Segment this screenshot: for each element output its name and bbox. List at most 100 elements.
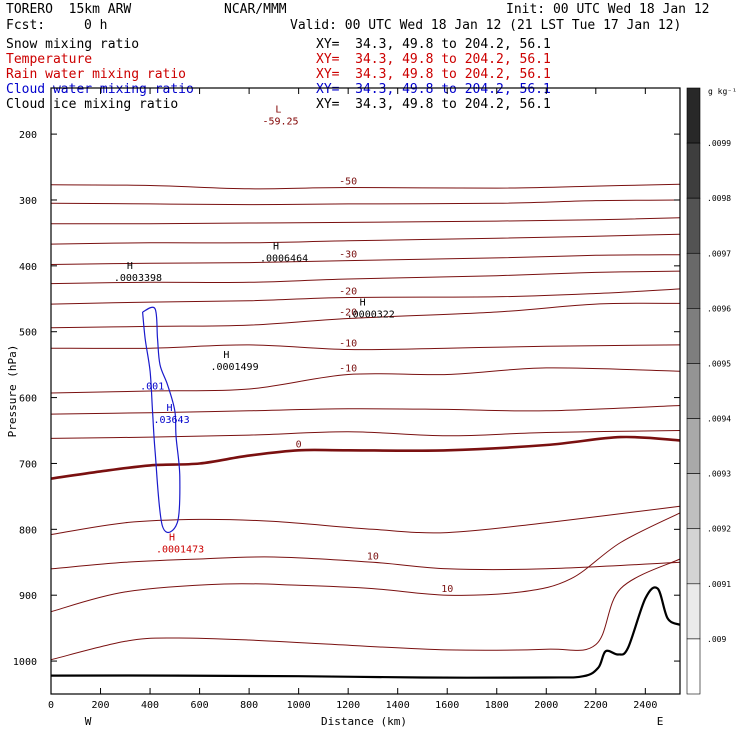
isotherm-line	[50, 405, 681, 415]
colorbar: .0099 .0098 .0097 .0096 .0095 .0094 .0093 .0092…	[686, 87, 731, 695]
field-xy-3: XY= 34.3, 49.8 to 204.2, 56.1	[316, 82, 551, 97]
colorbar-label: .009	[707, 635, 726, 644]
y-tick-label: 400	[19, 262, 37, 273]
y-tick-label: 900	[19, 591, 37, 602]
colorbar-label: .0092	[707, 525, 731, 534]
isotherm-label: -30	[339, 250, 357, 261]
colorbar-box	[686, 308, 701, 364]
field-name-0: Snow mixing ratio	[6, 37, 140, 52]
x-tick-label: 1800	[485, 700, 509, 711]
colorbar-label: .0096	[707, 304, 731, 313]
y-tick-label: 500	[19, 328, 37, 339]
colorbar-box	[686, 418, 701, 474]
isotherm-line	[50, 430, 681, 439]
extremum-value: .0001499	[210, 362, 258, 373]
isotherm-label: -10	[339, 364, 357, 375]
colorbar-box	[686, 528, 701, 585]
extremum-value: .0000322	[347, 309, 395, 320]
axes: 0 200 400 600 800 1000 1200 1400 1600 1800 2000 220…	[13, 88, 680, 711]
isotherm-label: 10	[441, 584, 453, 595]
field-xy-1: XY= 34.3, 49.8 to 204.2, 56.1	[316, 52, 551, 67]
extremum-value: .0001473	[156, 545, 204, 556]
isotherm-line	[50, 344, 681, 351]
isotherm-label: -50	[339, 176, 357, 187]
isotherm-line	[50, 183, 681, 190]
field-name-1: Temperature	[6, 52, 93, 67]
extremum-marker: H	[166, 403, 172, 414]
field-xy-4: XY= 34.3, 49.8 to 204.2, 56.1	[316, 97, 551, 112]
init-time: Init: 00 UTC Wed 18 Jan 12	[506, 2, 710, 17]
colorbar-box	[686, 583, 701, 640]
isotherm-line	[50, 302, 681, 329]
extremum-marker: H	[360, 297, 366, 308]
isotherm-line	[50, 270, 681, 285]
colorbar-label: .0093	[707, 470, 731, 479]
east-end-label: E	[657, 715, 664, 728]
fcst-label: Fcst:	[6, 18, 46, 33]
cloud-water-contour-label: .001	[140, 382, 164, 393]
plot-frame	[50, 87, 681, 695]
colorbar-box	[686, 87, 701, 144]
x-tick-label: 0	[48, 700, 54, 711]
isotherm-line	[50, 199, 681, 206]
x-tick-label: 1000	[287, 700, 311, 711]
colorbar-box	[686, 473, 701, 530]
field-name-4: Cloud ice mixing ratio	[6, 97, 179, 112]
plot-area: -50-30-20-20-10-1001010.001L-59.25H.0006…	[50, 104, 681, 679]
cloud-water-contour	[142, 306, 181, 534]
x-tick-label: 600	[191, 700, 209, 711]
x-tick-label: 1400	[386, 700, 410, 711]
isotherm-label: -20	[339, 308, 357, 319]
extremum-marker: H	[169, 533, 175, 544]
x-tick-label: 2200	[584, 700, 608, 711]
terrain-line	[50, 586, 681, 679]
y-tick-label: 600	[19, 394, 37, 405]
field-xy-0: XY= 34.3, 49.8 to 204.2, 56.1	[316, 37, 551, 52]
extremum-value: .0006464	[260, 253, 308, 264]
x-tick-label: 200	[91, 700, 109, 711]
y-axis-label: Pressure (hPa)	[6, 345, 19, 438]
isotherm-line	[50, 512, 681, 613]
colorbar-box	[686, 252, 701, 309]
fcst-value: 0 h	[84, 18, 108, 33]
isotherm-label: -10	[339, 339, 357, 350]
isotherm-label: 0	[296, 439, 302, 450]
colorbar-unit: g kg⁻¹	[708, 87, 737, 96]
extremum-marker: L	[275, 104, 281, 115]
colorbar-label: .0097	[707, 249, 731, 258]
field-name-2: Rain water mixing ratio	[6, 67, 187, 82]
x-tick-label: 2000	[534, 700, 558, 711]
valid-time: Valid: 00 UTC Wed 18 Jan 12 (21 LST Tue …	[290, 18, 682, 33]
isotherm-line	[50, 217, 681, 225]
field-xy-2: XY= 34.3, 49.8 to 204.2, 56.1	[316, 67, 551, 82]
y-tick-label: 300	[19, 196, 37, 207]
extremum-value: .0003398	[114, 273, 162, 284]
x-tick-label: 1600	[435, 700, 459, 711]
x-tick-label: 2400	[633, 700, 657, 711]
colorbar-box	[686, 142, 701, 199]
extremum-marker: H	[223, 350, 229, 361]
colorbar-box	[686, 197, 701, 254]
y-tick-label: 800	[19, 525, 37, 536]
x-tick-label: 400	[141, 700, 159, 711]
colorbar-label: .0094	[707, 415, 731, 424]
isotherm-line	[50, 288, 681, 305]
isotherm-label: -20	[339, 286, 357, 297]
colorbar-label: .0099	[707, 139, 731, 148]
colorbar-box	[686, 363, 701, 419]
isotherm-line	[50, 367, 681, 394]
west-end-label: W	[85, 715, 92, 728]
y-tick-label: 1000	[13, 657, 37, 668]
isotherm-line	[50, 556, 681, 571]
x-tick-label: 800	[240, 700, 258, 711]
x-tick-label: 1200	[336, 700, 360, 711]
isotherm-line	[50, 435, 681, 480]
extremum-marker: H	[127, 261, 133, 272]
field-name-3: Cloud water mixing ratio	[6, 82, 194, 97]
center-title: NCAR/MMM	[224, 2, 287, 17]
isotherm-line	[50, 558, 681, 661]
colorbar-label: .0091	[707, 580, 731, 589]
x-axis-label: Distance (km)	[321, 715, 407, 728]
y-tick-label: 700	[19, 459, 37, 470]
